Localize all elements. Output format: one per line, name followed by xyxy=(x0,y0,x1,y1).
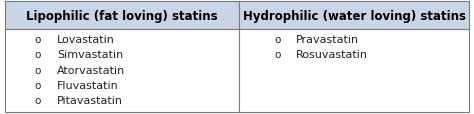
Text: o: o xyxy=(35,35,41,45)
Text: Pitavastatin: Pitavastatin xyxy=(57,95,123,105)
Bar xyxy=(239,2,469,30)
Text: Simvastatin: Simvastatin xyxy=(57,50,123,60)
Text: Pravastatin: Pravastatin xyxy=(296,35,359,45)
Text: o: o xyxy=(35,50,41,60)
Text: o: o xyxy=(35,80,41,90)
Bar xyxy=(5,2,239,30)
Text: Lovastatin: Lovastatin xyxy=(57,35,115,45)
Text: Atorvastatin: Atorvastatin xyxy=(57,65,125,75)
Text: o: o xyxy=(274,35,281,45)
Text: o: o xyxy=(35,65,41,75)
Text: Hydrophilic (water loving) statins: Hydrophilic (water loving) statins xyxy=(243,9,466,22)
Text: o: o xyxy=(35,95,41,105)
Text: Lipophilic (fat loving) statins: Lipophilic (fat loving) statins xyxy=(26,9,218,22)
Text: Rosuvastatin: Rosuvastatin xyxy=(296,50,368,60)
Text: o: o xyxy=(274,50,281,60)
Text: Fluvastatin: Fluvastatin xyxy=(57,80,118,90)
